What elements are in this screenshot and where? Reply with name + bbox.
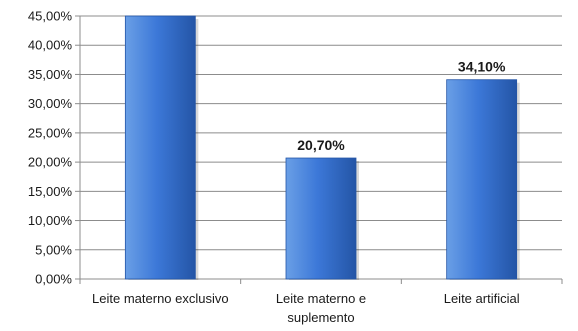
category-label: Leite materno exclusivo <box>92 291 229 306</box>
y-tick-label: 30,00% <box>28 96 73 111</box>
y-tick-label: 45,00% <box>28 9 73 24</box>
category-labels: Leite materno exclusivo Leite materno e su… <box>92 291 520 325</box>
bar <box>446 79 518 280</box>
y-tick-label: 5,00% <box>35 242 72 257</box>
category-label: suplemento <box>287 310 354 325</box>
category-label: Leite materno e <box>276 291 366 306</box>
y-tick-label: 15,00% <box>28 184 73 199</box>
bar <box>285 157 357 280</box>
category-label: Leite artificial <box>444 291 520 306</box>
y-tick-label: 25,00% <box>28 125 73 140</box>
data-label: 34,10% <box>458 59 506 75</box>
y-tick-label: 10,00% <box>28 213 73 228</box>
bar <box>124 15 196 280</box>
y-tick-label: 20,00% <box>28 155 73 170</box>
y-tick-label: 40,00% <box>28 38 73 53</box>
data-labels: 20,70% 34,10% <box>297 59 506 153</box>
y-tick-label: 0,00% <box>35 272 72 287</box>
data-label: 20,70% <box>297 137 345 153</box>
y-tick-label: 35,00% <box>28 67 73 82</box>
bars <box>124 15 520 281</box>
y-tick-labels: 0,00% 5,00% 10,00% 15,00% 20,00% 25,00% 30,00%… <box>28 9 73 287</box>
